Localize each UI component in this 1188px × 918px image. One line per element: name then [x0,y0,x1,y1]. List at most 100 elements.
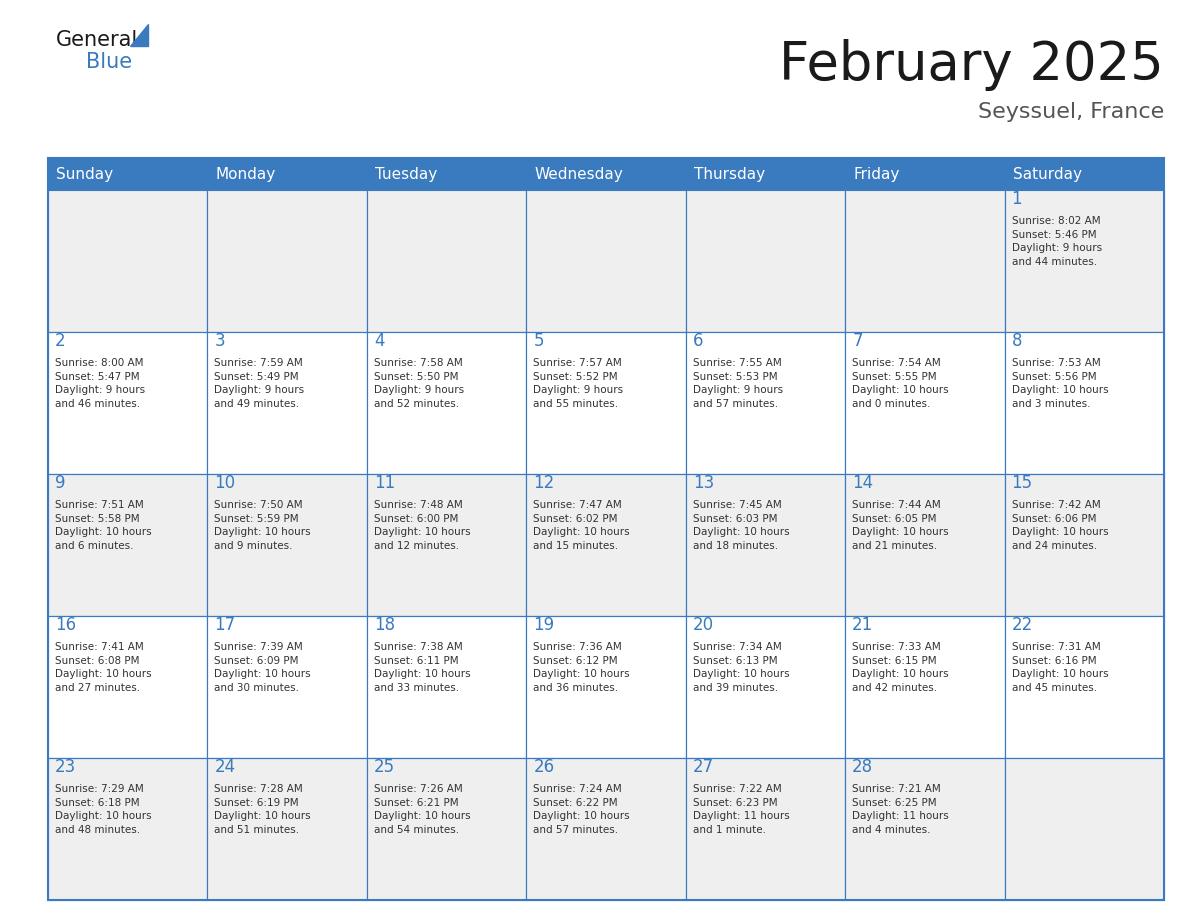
Text: 11: 11 [374,474,396,492]
Text: 16: 16 [55,616,76,634]
Bar [845,474,1005,616]
Text: Sunrise: 8:02 AM
Sunset: 5:46 PM
Daylight: 9 hours
and 44 minutes.: Sunrise: 8:02 AM Sunset: 5:46 PM Dayligh… [1011,216,1101,267]
Text: Sunrise: 7:58 AM
Sunset: 5:50 PM
Daylight: 9 hours
and 52 minutes.: Sunrise: 7:58 AM Sunset: 5:50 PM Dayligh… [374,358,465,409]
Bar [48,158,1164,190]
Bar [208,474,367,616]
Bar [685,474,845,616]
Bar [48,332,208,474]
Bar [1005,332,1164,474]
Text: 17: 17 [214,616,235,634]
Text: 21: 21 [852,616,873,634]
Text: 26: 26 [533,758,555,776]
Text: Friday: Friday [853,166,899,182]
Bar [526,190,685,332]
Text: 20: 20 [693,616,714,634]
Text: 9: 9 [55,474,65,492]
Text: 27: 27 [693,758,714,776]
Text: Sunrise: 7:41 AM
Sunset: 6:08 PM
Daylight: 10 hours
and 27 minutes.: Sunrise: 7:41 AM Sunset: 6:08 PM Dayligh… [55,642,152,693]
Bar [1005,758,1164,900]
Text: 18: 18 [374,616,394,634]
Text: Sunrise: 7:48 AM
Sunset: 6:00 PM
Daylight: 10 hours
and 12 minutes.: Sunrise: 7:48 AM Sunset: 6:00 PM Dayligh… [374,500,470,551]
Text: 25: 25 [374,758,394,776]
Bar [208,332,367,474]
Bar [208,758,367,900]
Text: 8: 8 [1011,332,1022,350]
Text: General: General [56,30,138,50]
Bar [526,616,685,758]
Bar [1005,190,1164,332]
Text: Sunrise: 7:21 AM
Sunset: 6:25 PM
Daylight: 11 hours
and 4 minutes.: Sunrise: 7:21 AM Sunset: 6:25 PM Dayligh… [852,784,949,834]
Text: Tuesday: Tuesday [375,166,437,182]
Text: Wednesday: Wednesday [535,166,623,182]
Text: Sunday: Sunday [56,166,113,182]
Text: 6: 6 [693,332,703,350]
Text: Sunrise: 7:53 AM
Sunset: 5:56 PM
Daylight: 10 hours
and 3 minutes.: Sunrise: 7:53 AM Sunset: 5:56 PM Dayligh… [1011,358,1108,409]
Bar [48,158,1164,900]
Text: Monday: Monday [215,166,276,182]
Bar [685,616,845,758]
Text: Seyssuel, France: Seyssuel, France [978,102,1164,122]
Text: Sunrise: 7:50 AM
Sunset: 5:59 PM
Daylight: 10 hours
and 9 minutes.: Sunrise: 7:50 AM Sunset: 5:59 PM Dayligh… [214,500,311,551]
Bar [367,332,526,474]
Text: 28: 28 [852,758,873,776]
Text: 24: 24 [214,758,235,776]
Text: 22: 22 [1011,616,1032,634]
Text: 3: 3 [214,332,225,350]
Text: Sunrise: 7:28 AM
Sunset: 6:19 PM
Daylight: 10 hours
and 51 minutes.: Sunrise: 7:28 AM Sunset: 6:19 PM Dayligh… [214,784,311,834]
Text: 4: 4 [374,332,385,350]
Text: 5: 5 [533,332,544,350]
Bar [48,758,208,900]
Bar [685,758,845,900]
Text: Thursday: Thursday [694,166,765,182]
Text: 13: 13 [693,474,714,492]
Text: 23: 23 [55,758,76,776]
Text: Sunrise: 7:45 AM
Sunset: 6:03 PM
Daylight: 10 hours
and 18 minutes.: Sunrise: 7:45 AM Sunset: 6:03 PM Dayligh… [693,500,789,551]
Text: 7: 7 [852,332,862,350]
Text: 12: 12 [533,474,555,492]
Text: Sunrise: 7:39 AM
Sunset: 6:09 PM
Daylight: 10 hours
and 30 minutes.: Sunrise: 7:39 AM Sunset: 6:09 PM Dayligh… [214,642,311,693]
Bar [208,190,367,332]
Text: Sunrise: 8:00 AM
Sunset: 5:47 PM
Daylight: 9 hours
and 46 minutes.: Sunrise: 8:00 AM Sunset: 5:47 PM Dayligh… [55,358,145,409]
Text: Sunrise: 7:31 AM
Sunset: 6:16 PM
Daylight: 10 hours
and 45 minutes.: Sunrise: 7:31 AM Sunset: 6:16 PM Dayligh… [1011,642,1108,693]
Bar [208,616,367,758]
Text: Sunrise: 7:42 AM
Sunset: 6:06 PM
Daylight: 10 hours
and 24 minutes.: Sunrise: 7:42 AM Sunset: 6:06 PM Dayligh… [1011,500,1108,551]
Text: Sunrise: 7:34 AM
Sunset: 6:13 PM
Daylight: 10 hours
and 39 minutes.: Sunrise: 7:34 AM Sunset: 6:13 PM Dayligh… [693,642,789,693]
Bar [367,190,526,332]
Text: 14: 14 [852,474,873,492]
Text: Sunrise: 7:57 AM
Sunset: 5:52 PM
Daylight: 9 hours
and 55 minutes.: Sunrise: 7:57 AM Sunset: 5:52 PM Dayligh… [533,358,624,409]
Bar [845,758,1005,900]
Bar [1005,616,1164,758]
Text: Sunrise: 7:24 AM
Sunset: 6:22 PM
Daylight: 10 hours
and 57 minutes.: Sunrise: 7:24 AM Sunset: 6:22 PM Dayligh… [533,784,630,834]
Text: Sunrise: 7:55 AM
Sunset: 5:53 PM
Daylight: 9 hours
and 57 minutes.: Sunrise: 7:55 AM Sunset: 5:53 PM Dayligh… [693,358,783,409]
Text: Sunrise: 7:22 AM
Sunset: 6:23 PM
Daylight: 11 hours
and 1 minute.: Sunrise: 7:22 AM Sunset: 6:23 PM Dayligh… [693,784,790,834]
Text: Sunrise: 7:36 AM
Sunset: 6:12 PM
Daylight: 10 hours
and 36 minutes.: Sunrise: 7:36 AM Sunset: 6:12 PM Dayligh… [533,642,630,693]
Text: Sunrise: 7:29 AM
Sunset: 6:18 PM
Daylight: 10 hours
and 48 minutes.: Sunrise: 7:29 AM Sunset: 6:18 PM Dayligh… [55,784,152,834]
Bar [845,616,1005,758]
Bar [367,758,526,900]
Text: 15: 15 [1011,474,1032,492]
Bar [48,616,208,758]
Bar [845,332,1005,474]
Text: Sunrise: 7:44 AM
Sunset: 6:05 PM
Daylight: 10 hours
and 21 minutes.: Sunrise: 7:44 AM Sunset: 6:05 PM Dayligh… [852,500,949,551]
Bar [685,190,845,332]
Bar [48,474,208,616]
Polygon shape [129,24,148,46]
Bar [48,190,208,332]
Text: 2: 2 [55,332,65,350]
Bar [367,474,526,616]
Bar [367,616,526,758]
Bar [1005,474,1164,616]
Bar [845,190,1005,332]
Text: Sunrise: 7:38 AM
Sunset: 6:11 PM
Daylight: 10 hours
and 33 minutes.: Sunrise: 7:38 AM Sunset: 6:11 PM Dayligh… [374,642,470,693]
Text: Saturday: Saturday [1012,166,1081,182]
Text: Blue: Blue [86,52,132,72]
Bar [526,758,685,900]
Text: Sunrise: 7:47 AM
Sunset: 6:02 PM
Daylight: 10 hours
and 15 minutes.: Sunrise: 7:47 AM Sunset: 6:02 PM Dayligh… [533,500,630,551]
Text: Sunrise: 7:54 AM
Sunset: 5:55 PM
Daylight: 10 hours
and 0 minutes.: Sunrise: 7:54 AM Sunset: 5:55 PM Dayligh… [852,358,949,409]
Text: Sunrise: 7:59 AM
Sunset: 5:49 PM
Daylight: 9 hours
and 49 minutes.: Sunrise: 7:59 AM Sunset: 5:49 PM Dayligh… [214,358,304,409]
Text: 19: 19 [533,616,555,634]
Text: Sunrise: 7:51 AM
Sunset: 5:58 PM
Daylight: 10 hours
and 6 minutes.: Sunrise: 7:51 AM Sunset: 5:58 PM Dayligh… [55,500,152,551]
Text: 10: 10 [214,474,235,492]
Text: Sunrise: 7:33 AM
Sunset: 6:15 PM
Daylight: 10 hours
and 42 minutes.: Sunrise: 7:33 AM Sunset: 6:15 PM Dayligh… [852,642,949,693]
Text: Sunrise: 7:26 AM
Sunset: 6:21 PM
Daylight: 10 hours
and 54 minutes.: Sunrise: 7:26 AM Sunset: 6:21 PM Dayligh… [374,784,470,834]
